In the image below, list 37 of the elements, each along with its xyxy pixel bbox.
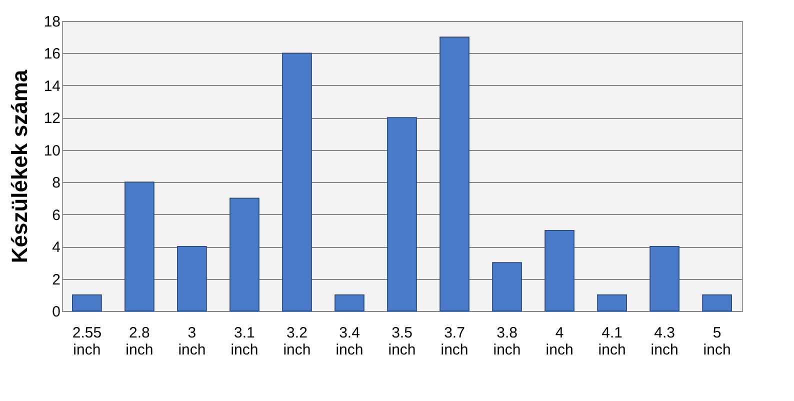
y-tick-label: 2 — [52, 271, 60, 288]
x-tick-label: 3 inch — [178, 324, 206, 358]
bar — [597, 294, 627, 312]
bar — [177, 246, 207, 312]
bar — [492, 262, 522, 312]
bar — [124, 182, 154, 312]
x-tick-label: 3.5 inch — [388, 324, 416, 358]
x-tick-label: 5 inch — [703, 324, 731, 358]
y-tick-label: 10 — [44, 142, 60, 160]
bar — [544, 230, 574, 312]
x-tick-label: 3.2 inch — [283, 324, 311, 358]
y-tick-label: 14 — [44, 78, 60, 95]
y-tick-label: 18 — [44, 14, 60, 30]
x-tick-label: 2.8 inch — [126, 324, 154, 358]
bar — [387, 117, 417, 312]
bar — [72, 294, 102, 312]
x-tick-label: 2.55 inch — [72, 324, 102, 358]
y-tick-label: 0 — [52, 304, 60, 320]
bar — [334, 294, 364, 312]
x-tick-label: 4 inch — [546, 324, 574, 358]
y-tick-label: 6 — [52, 206, 60, 224]
bar — [440, 36, 470, 312]
y-tick-label: 8 — [52, 174, 60, 192]
bar — [650, 246, 680, 312]
bar — [230, 198, 260, 312]
bar — [282, 52, 312, 312]
y-axis-title: Készülékek száma — [6, 69, 32, 264]
x-tick-label: 4.1 inch — [598, 324, 626, 358]
bar — [702, 294, 732, 312]
x-tick-label: 4.3 inch — [650, 324, 678, 358]
y-tick-label: 16 — [44, 46, 60, 63]
x-tick-label: 3.8 inch — [493, 324, 521, 358]
x-tick-label: 3.4 inch — [336, 324, 364, 358]
x-tick-label: 3.1 inch — [230, 324, 258, 358]
y-tick-label: 4 — [52, 239, 60, 256]
y-tick-label: 12 — [44, 110, 60, 128]
x-tick-label: 3.7 inch — [440, 324, 468, 358]
